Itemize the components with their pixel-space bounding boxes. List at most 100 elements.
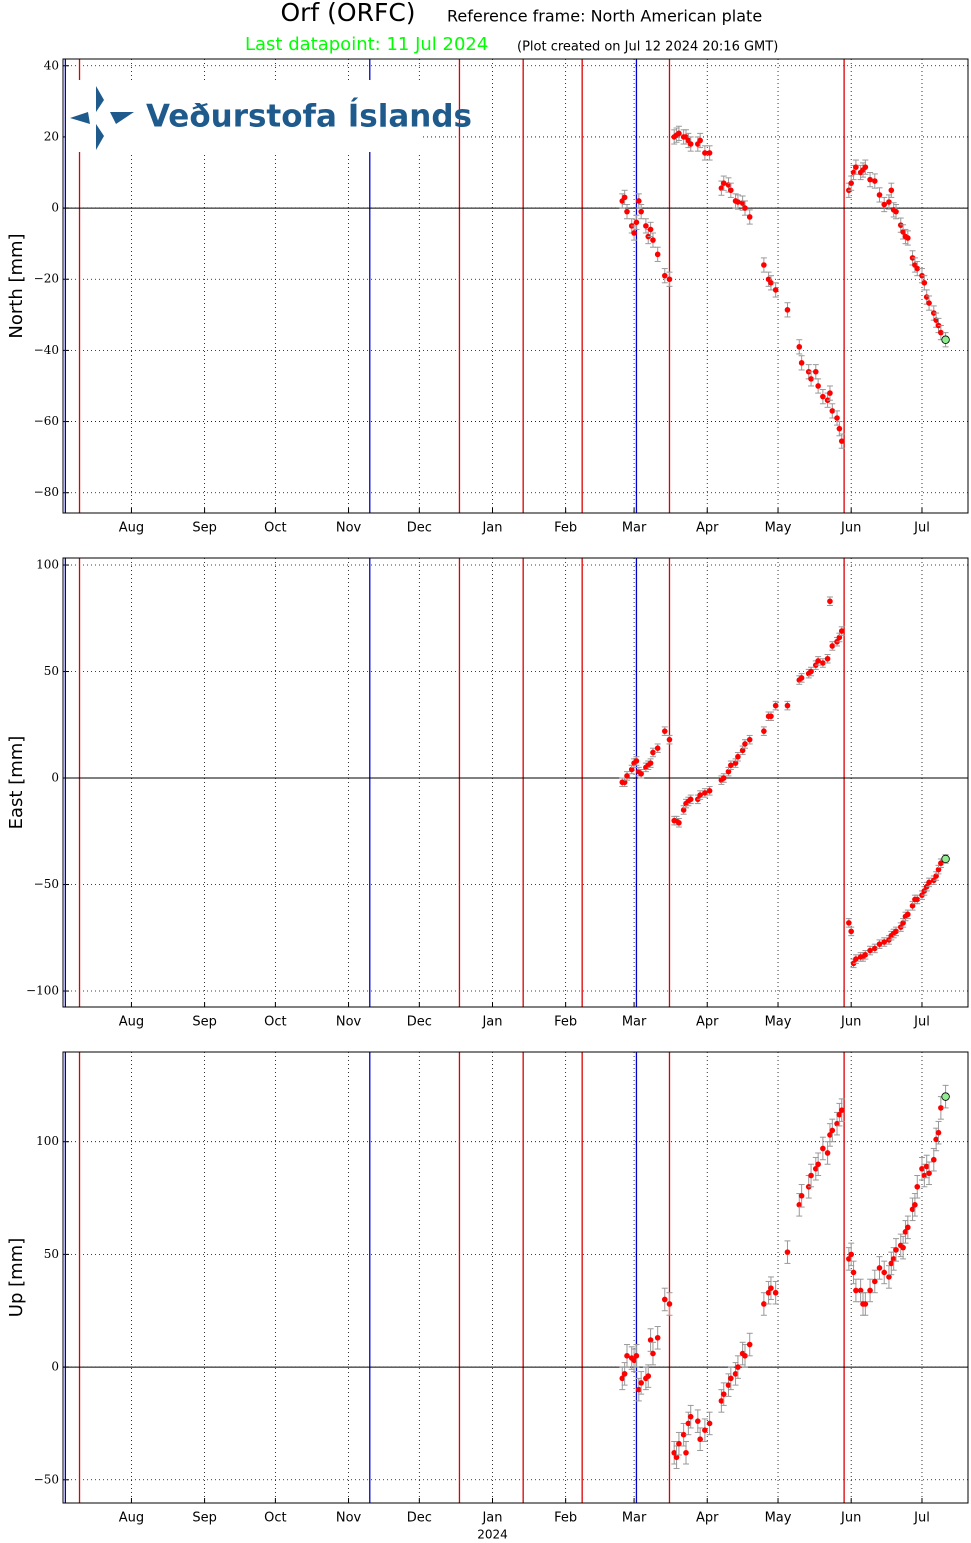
point bbox=[846, 920, 852, 926]
point bbox=[862, 164, 869, 170]
point bbox=[784, 1249, 791, 1255]
x-tick-label: Jun bbox=[840, 1511, 861, 1526]
y-axis-label: North [mm] bbox=[6, 233, 27, 338]
point bbox=[923, 1163, 930, 1170]
point bbox=[829, 643, 836, 649]
point bbox=[853, 164, 859, 170]
point bbox=[796, 344, 803, 350]
point bbox=[706, 788, 713, 794]
x-tick-label: May bbox=[765, 521, 792, 536]
point bbox=[666, 1301, 673, 1307]
point bbox=[742, 1353, 748, 1359]
x-tick-label: Jan bbox=[481, 1015, 502, 1030]
point bbox=[938, 860, 944, 867]
point bbox=[919, 1165, 925, 1172]
point bbox=[798, 360, 805, 366]
point bbox=[725, 1382, 732, 1388]
x-tick-label: Aug bbox=[119, 1015, 144, 1030]
point bbox=[666, 276, 673, 283]
point bbox=[938, 1105, 944, 1111]
point bbox=[728, 762, 734, 769]
point bbox=[862, 1301, 869, 1307]
point bbox=[900, 920, 906, 926]
point bbox=[935, 866, 942, 873]
point bbox=[876, 941, 883, 947]
point bbox=[905, 911, 911, 918]
y-tick-label: 50 bbox=[44, 1247, 59, 1261]
y-axis-label: Up [mm] bbox=[6, 1238, 27, 1317]
point bbox=[824, 1150, 831, 1156]
point bbox=[876, 192, 883, 198]
point bbox=[768, 1285, 774, 1292]
x-tick-label: Feb bbox=[554, 521, 577, 536]
y-tick-label: −100 bbox=[26, 984, 59, 998]
last-point bbox=[941, 335, 950, 344]
point bbox=[645, 1373, 652, 1379]
point bbox=[829, 408, 836, 414]
point bbox=[720, 775, 727, 781]
x-tick-label: Sep bbox=[192, 1015, 217, 1030]
point bbox=[784, 307, 791, 313]
point bbox=[650, 1350, 656, 1357]
y-tick-label: −50 bbox=[34, 877, 59, 891]
axes-frame bbox=[62, 58, 969, 514]
y-tick-label: 40 bbox=[44, 58, 59, 72]
point bbox=[886, 199, 892, 205]
point bbox=[815, 383, 821, 389]
point bbox=[848, 928, 854, 935]
y-tick-label: −50 bbox=[34, 1472, 59, 1486]
point bbox=[902, 1229, 909, 1235]
point bbox=[808, 376, 814, 382]
point bbox=[621, 779, 628, 786]
x-tick-label: Dec bbox=[407, 1015, 432, 1030]
point bbox=[933, 1136, 939, 1143]
point bbox=[643, 223, 649, 229]
point bbox=[812, 368, 819, 375]
x-tick-label: Nov bbox=[336, 521, 362, 536]
point bbox=[871, 178, 878, 184]
y-tick-label: 50 bbox=[44, 664, 59, 678]
point bbox=[694, 1418, 701, 1424]
point bbox=[739, 200, 746, 206]
point bbox=[739, 747, 746, 754]
point bbox=[768, 713, 774, 720]
point bbox=[633, 219, 640, 226]
point bbox=[881, 201, 888, 208]
last-point bbox=[941, 854, 950, 864]
point bbox=[808, 668, 814, 675]
point bbox=[836, 634, 843, 641]
point bbox=[893, 1247, 899, 1253]
x-tick-label: Nov bbox=[336, 1015, 362, 1030]
point bbox=[926, 300, 932, 306]
x-tick-label: Jun bbox=[840, 1015, 861, 1030]
x-tick-label: Jul bbox=[913, 521, 930, 536]
point bbox=[900, 229, 906, 235]
y-tick-label: 0 bbox=[51, 771, 59, 785]
x-tick-label: Sep bbox=[192, 521, 217, 536]
point bbox=[930, 1156, 937, 1163]
point bbox=[631, 1357, 637, 1364]
x-tick-label: Oct bbox=[264, 521, 286, 536]
point bbox=[815, 658, 821, 664]
point bbox=[636, 198, 642, 204]
x-tick-label: Mar bbox=[622, 1015, 647, 1030]
last-point bbox=[941, 1092, 950, 1101]
point bbox=[820, 1145, 826, 1152]
point bbox=[798, 1192, 805, 1199]
point bbox=[846, 1256, 852, 1262]
point bbox=[702, 790, 708, 796]
y-tick-label: 0 bbox=[51, 1360, 59, 1374]
point bbox=[735, 753, 741, 760]
point bbox=[761, 262, 767, 268]
point bbox=[735, 1364, 741, 1370]
point bbox=[687, 141, 694, 147]
point bbox=[850, 1269, 857, 1276]
point bbox=[909, 1206, 916, 1213]
x-tick-label: Jan bbox=[481, 1511, 502, 1526]
point bbox=[824, 655, 831, 662]
point bbox=[661, 272, 668, 279]
point bbox=[893, 928, 899, 935]
point bbox=[628, 766, 635, 773]
point bbox=[905, 1224, 911, 1231]
x-tick-label: Jul bbox=[913, 1511, 930, 1526]
